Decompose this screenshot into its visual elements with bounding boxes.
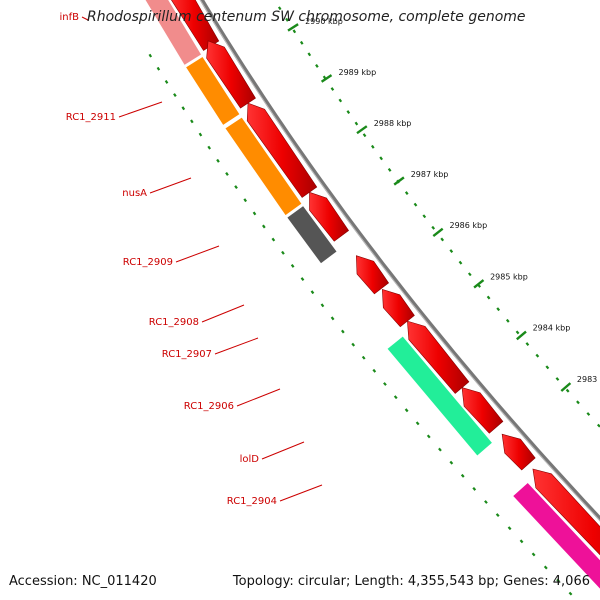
gene-arrow-RC1_2904 xyxy=(532,468,600,556)
gene-label-text: RC1_2909 xyxy=(123,257,173,268)
gene-label-text: RC1_2911 xyxy=(66,112,116,123)
gene-arrow-RC1_2907 xyxy=(381,288,415,328)
scale-tick-label: 2984 kbp xyxy=(533,324,571,333)
scale-tick-label: 2987 kbp xyxy=(411,170,449,179)
scale-tick-label: 2985 kbp xyxy=(490,272,528,281)
topology-text: Topology: circular; Length: 4,355,543 bp… xyxy=(232,574,590,589)
leader-line xyxy=(118,101,163,118)
gene-label-text: RC1_2904 xyxy=(227,496,277,507)
scale-tick-label: 2983 kbp xyxy=(577,375,600,384)
scale-tick-label: 2990 kbp xyxy=(305,17,343,26)
gene-label-nusA[interactable]: nusA xyxy=(122,177,192,199)
gene-label-text: RC1_2906 xyxy=(184,401,234,412)
gene-label-RC1_2911[interactable]: RC1_2911 xyxy=(66,101,163,123)
gene-label-RC1_2908[interactable]: RC1_2908 xyxy=(149,304,245,328)
gene-labels: infB RC1_2911 nusA RC1_2909 RC1_2908 RC1_2907… xyxy=(60,12,323,507)
gene-label-text: nusA xyxy=(122,188,147,199)
gene-block-RC1_2909 xyxy=(286,205,338,265)
map-title: Rhodospirillum centenum SW chromosome, c… xyxy=(87,9,526,25)
accession-text: Accession: NC_011420 xyxy=(9,574,157,589)
gene-label-infB[interactable]: infB xyxy=(60,12,89,23)
scale-tick xyxy=(287,23,299,32)
scale-tick xyxy=(473,279,485,289)
scale-tick xyxy=(320,74,333,83)
leader-line xyxy=(81,16,89,21)
leader-line xyxy=(201,304,245,323)
scale-tick xyxy=(393,176,405,186)
gene-label-RC1_2904[interactable]: RC1_2904 xyxy=(227,484,323,507)
gene-arrow-extra xyxy=(501,433,536,471)
leader-line xyxy=(279,484,323,502)
leader-line xyxy=(261,441,305,460)
leader-line xyxy=(236,388,281,407)
scale-ticks: 2990 kbp 2989 kbp 2988 kbp 2987 kbp 2986 kbp… xyxy=(148,6,600,596)
gene-block-RC1_2906 xyxy=(386,335,493,457)
gene-label-lolD[interactable]: lolD xyxy=(240,441,305,465)
genes xyxy=(144,0,600,590)
gene-label-text: RC1_2908 xyxy=(149,317,199,328)
scale-tick xyxy=(516,330,527,341)
scale-tick xyxy=(560,382,572,392)
gene-block-RC1_2904 xyxy=(512,482,600,590)
gene-label-text: infB xyxy=(60,12,80,23)
leader-line xyxy=(214,337,259,355)
leader-line xyxy=(175,245,220,263)
gene-block-infB xyxy=(144,0,202,66)
gene-label-RC1_2906[interactable]: RC1_2906 xyxy=(184,388,281,412)
inner-dotted-line xyxy=(148,53,573,596)
gene-block-RC1_2911 xyxy=(185,56,241,126)
scale-tick xyxy=(356,125,368,135)
scale-tick-label: 2986 kbp xyxy=(450,221,488,230)
gene-label-text: lolD xyxy=(240,454,260,465)
outer-dotted-line xyxy=(277,6,600,428)
scale-tick xyxy=(432,227,444,238)
gene-arrow-lolD xyxy=(461,387,504,434)
gene-label-RC1_2909[interactable]: RC1_2909 xyxy=(123,245,220,268)
gene-label-RC1_2907[interactable]: RC1_2907 xyxy=(162,337,259,360)
leader-line xyxy=(149,177,192,194)
scale-tick-label: 2989 kbp xyxy=(339,68,377,77)
gene-arrow-RC1_2909 xyxy=(309,191,350,242)
gene-block-nusA xyxy=(224,116,303,216)
scale-tick-label: 2988 kbp xyxy=(374,119,412,128)
backbone xyxy=(199,0,600,522)
gene-arrow-RC1_2908 xyxy=(355,255,390,295)
gene-label-text: RC1_2907 xyxy=(162,349,212,360)
